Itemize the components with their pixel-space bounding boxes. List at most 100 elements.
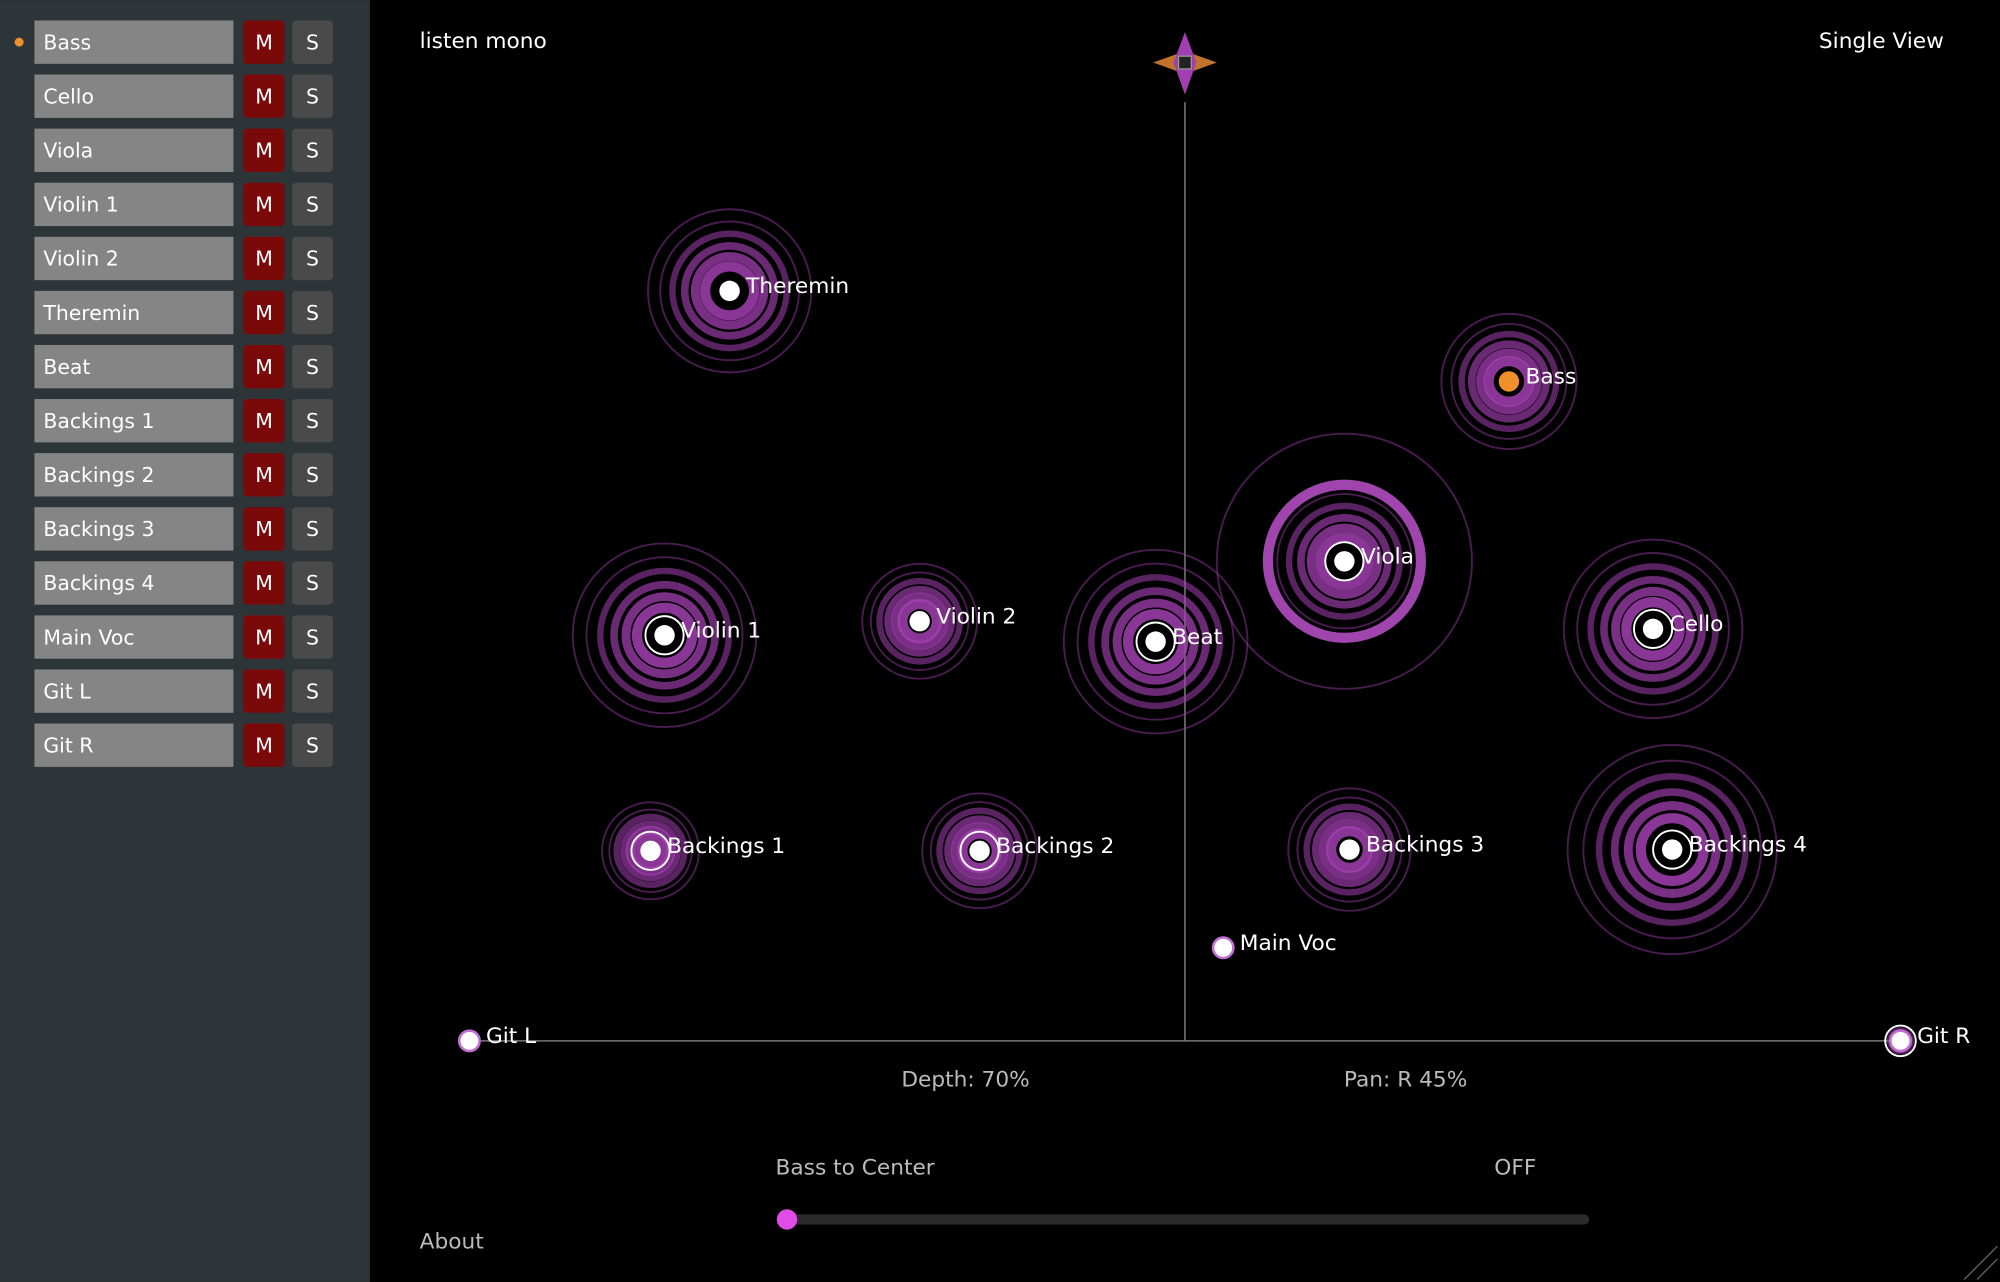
source-node[interactable]: Git R [1884, 1024, 1970, 1058]
listen-mode[interactable]: listen mono [420, 29, 547, 54]
mute-label[interactable]: M [255, 733, 273, 757]
mute-button[interactable] [243, 399, 285, 443]
solo-label[interactable]: S [306, 301, 319, 325]
mute-label[interactable]: M [255, 30, 273, 54]
mute-label[interactable]: M [255, 247, 273, 271]
track-name[interactable]: Cello [43, 85, 94, 109]
mute-label[interactable]: M [255, 409, 273, 433]
solo-button[interactable] [292, 453, 333, 497]
solo-label[interactable]: S [306, 193, 319, 217]
track-name[interactable]: Violin 2 [43, 247, 118, 271]
track-name-box[interactable] [34, 453, 234, 497]
solo-button[interactable] [292, 182, 333, 227]
source-node[interactable]: Backings 2 [921, 792, 1114, 910]
mute-label[interactable]: M [255, 679, 273, 703]
source-node[interactable]: Bass [1440, 312, 1578, 450]
track-name[interactable]: Violin 1 [43, 193, 118, 217]
solo-button[interactable] [292, 74, 333, 118]
source-node[interactable]: Backings 4 [1566, 743, 1807, 956]
solo-label[interactable]: S [306, 517, 319, 541]
track-name-box[interactable] [34, 236, 234, 281]
mute-button[interactable] [243, 236, 285, 281]
track-name-box[interactable] [34, 669, 234, 713]
solo-button[interactable] [292, 236, 333, 281]
node-label[interactable]: Main Voc [1240, 931, 1337, 956]
track-name-box[interactable] [34, 20, 234, 64]
mute-button[interactable] [243, 74, 285, 118]
resize-grip[interactable] [1963, 1245, 1998, 1280]
track-name[interactable]: Backings 3 [43, 517, 154, 541]
track-name[interactable]: Backings 1 [43, 409, 154, 433]
mute-button[interactable] [243, 615, 285, 659]
mute-button[interactable] [243, 344, 285, 389]
node-label[interactable]: Backings 1 [667, 834, 785, 859]
mute-label[interactable]: M [255, 301, 273, 325]
solo-button[interactable] [292, 399, 333, 443]
solo-button[interactable] [292, 507, 333, 551]
mute-button[interactable] [243, 723, 285, 767]
track-name-box[interactable] [34, 399, 234, 443]
slider-track[interactable] [780, 1214, 1590, 1225]
track-name-box[interactable] [34, 290, 234, 335]
solo-label[interactable]: S [306, 463, 319, 487]
mute-button[interactable] [243, 20, 285, 64]
track-name[interactable]: Git R [43, 733, 93, 757]
track-name-box[interactable] [34, 74, 234, 118]
solo-label[interactable]: S [306, 733, 319, 757]
node-label[interactable]: Backings 2 [996, 834, 1114, 859]
mute-label[interactable]: M [255, 625, 273, 649]
mute-button[interactable] [243, 290, 285, 335]
source-node[interactable]: Theremin [647, 208, 849, 374]
mute-button[interactable] [243, 561, 285, 605]
solo-button[interactable] [292, 723, 333, 767]
solo-label[interactable]: S [306, 30, 319, 54]
mute-button[interactable] [243, 128, 285, 172]
node-label[interactable]: Theremin [745, 274, 849, 299]
track-name-box[interactable] [34, 561, 234, 605]
track-name-box[interactable] [34, 182, 234, 227]
mute-label[interactable]: M [255, 463, 273, 487]
track-name[interactable]: Backings 4 [43, 571, 154, 595]
solo-button[interactable] [292, 344, 333, 389]
listener-compass[interactable] [1153, 31, 1217, 95]
node-label[interactable]: Violin 1 [681, 618, 761, 643]
mute-label[interactable]: M [255, 355, 273, 379]
solo-button[interactable] [292, 290, 333, 335]
solo-label[interactable]: S [306, 247, 319, 271]
control-state[interactable]: OFF [1494, 1155, 1536, 1180]
track-name-box[interactable] [34, 344, 234, 389]
node-label[interactable]: Violin 2 [936, 604, 1016, 629]
mute-label[interactable]: M [255, 571, 273, 595]
source-node[interactable]: Beat [1062, 548, 1249, 735]
node-label[interactable]: Bass [1526, 365, 1577, 390]
track-name[interactable]: Main Voc [43, 625, 134, 649]
solo-label[interactable]: S [306, 409, 319, 433]
track-name[interactable]: Backings 2 [43, 463, 154, 487]
source-node[interactable]: Git L [457, 1024, 536, 1053]
track-name[interactable]: Theremin [42, 301, 140, 325]
node-label[interactable]: Backings 3 [1366, 833, 1484, 858]
mute-label[interactable]: M [255, 517, 273, 541]
track-name[interactable]: Bass [43, 30, 91, 54]
mute-button[interactable] [243, 182, 285, 227]
solo-label[interactable]: S [306, 679, 319, 703]
mute-button[interactable] [243, 453, 285, 497]
mute-button[interactable] [243, 669, 285, 713]
solo-button[interactable] [292, 615, 333, 659]
source-node[interactable]: Main Voc [1211, 931, 1337, 960]
solo-button[interactable] [292, 20, 333, 64]
track-name[interactable]: Beat [43, 355, 90, 379]
node-label[interactable]: Git L [486, 1024, 536, 1049]
solo-label[interactable]: S [306, 139, 319, 163]
solo-label[interactable]: S [306, 625, 319, 649]
solo-button[interactable] [292, 128, 333, 172]
node-label[interactable]: Beat [1172, 625, 1222, 650]
source-node[interactable]: Violin 1 [571, 542, 762, 729]
source-node[interactable]: Backings 1 [601, 801, 785, 901]
mute-label[interactable]: M [255, 85, 273, 109]
about-link[interactable]: About [420, 1229, 484, 1254]
node-label[interactable]: Viola [1361, 544, 1414, 569]
solo-label[interactable]: S [306, 355, 319, 379]
track-name[interactable]: Git L [43, 679, 91, 703]
source-node[interactable]: Viola [1215, 432, 1473, 690]
